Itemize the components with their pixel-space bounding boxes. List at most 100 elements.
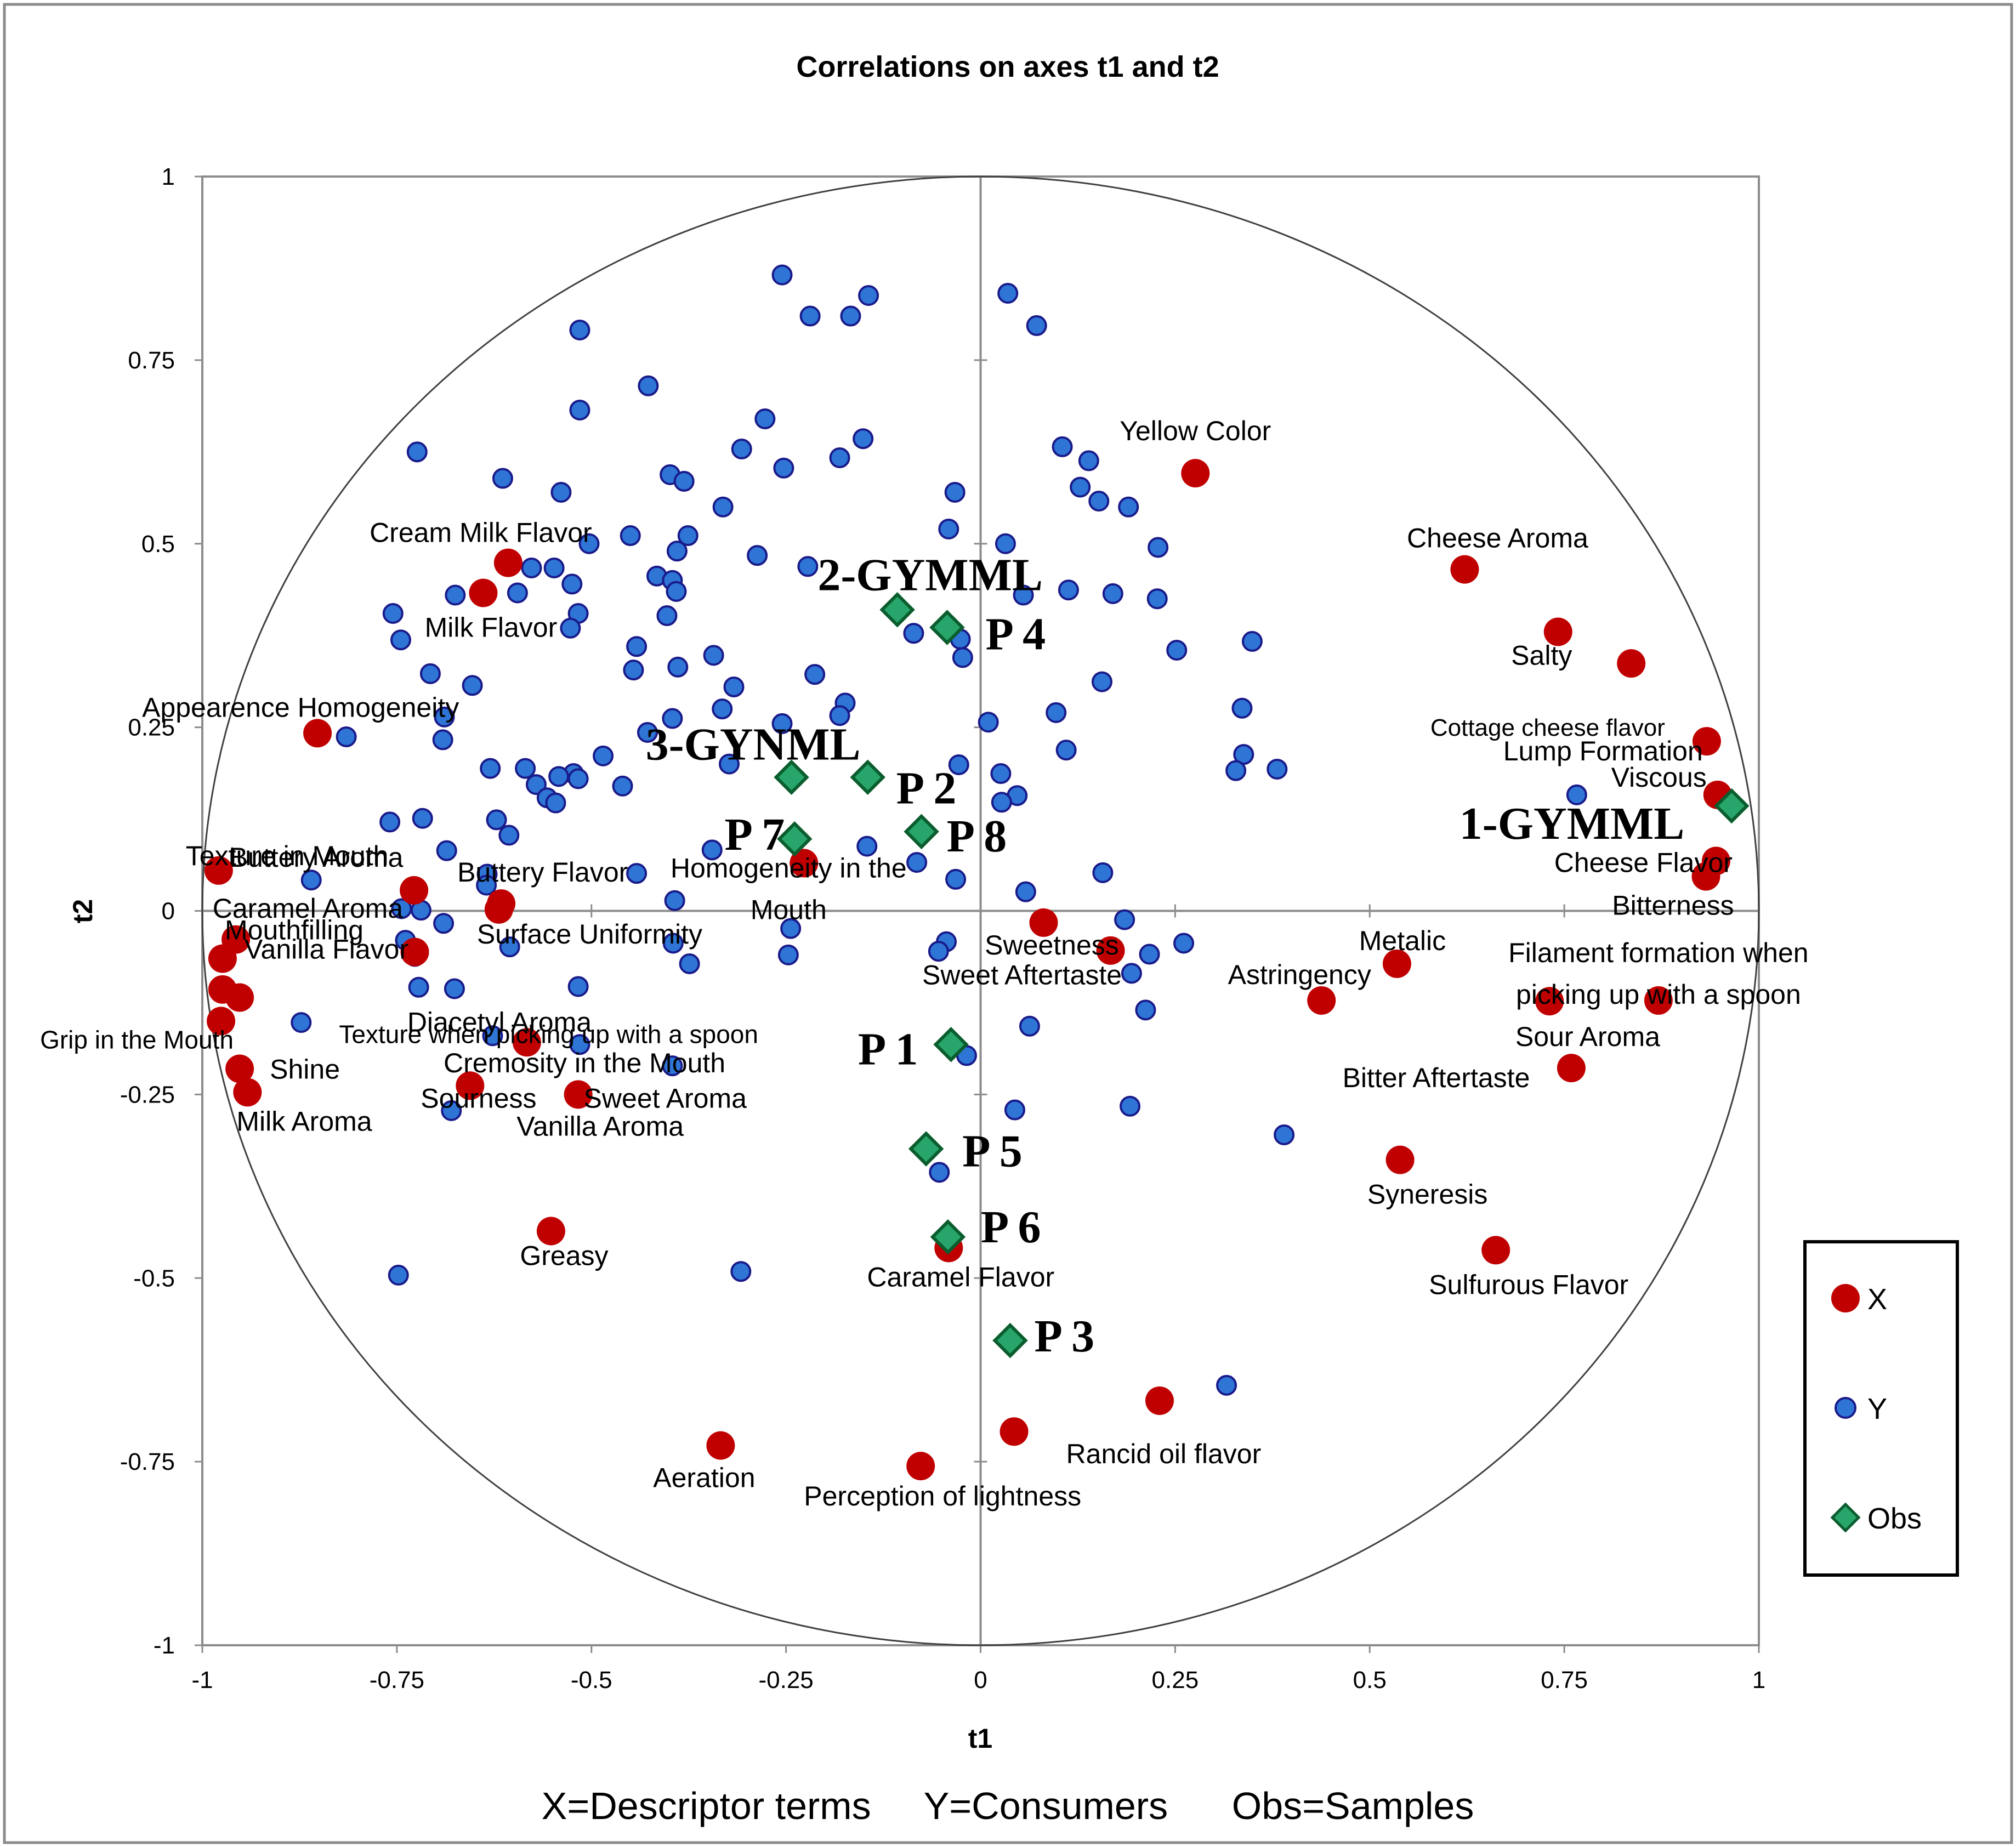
consumer-point bbox=[1019, 1015, 1040, 1037]
x-tick-label: 0.5 bbox=[1353, 1667, 1387, 1693]
sample-point bbox=[850, 759, 885, 795]
consumer-point bbox=[928, 941, 949, 962]
consumer-point bbox=[441, 1100, 462, 1121]
caption: X=Descriptor terms Y=Consumers Obs=Sampl… bbox=[542, 1785, 1474, 1827]
descriptor-point bbox=[469, 578, 498, 607]
descriptor-point bbox=[1029, 908, 1058, 937]
consumer-point bbox=[853, 428, 874, 450]
sample-label: P 2 bbox=[896, 763, 957, 814]
sample-label: P 1 bbox=[858, 1024, 918, 1075]
descriptor-label: Astringency bbox=[1228, 959, 1371, 990]
consumer-point bbox=[569, 1034, 590, 1055]
consumer-point bbox=[664, 890, 685, 911]
descriptor-point bbox=[1644, 986, 1673, 1015]
descriptor-point bbox=[225, 983, 254, 1012]
x-tick-label: -0.75 bbox=[370, 1667, 424, 1693]
consumer-point bbox=[492, 468, 513, 489]
consumer-point bbox=[390, 629, 411, 651]
consumer-point bbox=[679, 953, 700, 974]
consumer-point bbox=[593, 745, 614, 766]
consumer-point bbox=[569, 319, 590, 340]
descriptor-label: Sourness bbox=[421, 1083, 536, 1113]
consumer-point bbox=[433, 913, 455, 934]
consumer-point bbox=[771, 264, 793, 286]
descriptor-point bbox=[1535, 987, 1564, 1016]
consumer-point bbox=[515, 758, 536, 779]
descriptor-label: Sweetness bbox=[985, 930, 1119, 961]
consumer-point bbox=[436, 840, 457, 861]
y-tick-label: 0 bbox=[162, 898, 175, 925]
consumer-point bbox=[406, 441, 428, 463]
descriptor-label: Sour Aroma bbox=[1515, 1021, 1660, 1052]
consumer-point bbox=[432, 729, 453, 751]
legend-x-marker bbox=[1831, 1284, 1860, 1312]
consumer-point bbox=[667, 656, 689, 678]
consumer-point bbox=[548, 766, 570, 787]
descriptor-point bbox=[1691, 862, 1720, 891]
consumer-point bbox=[1120, 1095, 1141, 1117]
consumer-point bbox=[1004, 1099, 1025, 1121]
consumer-point bbox=[300, 869, 322, 891]
consumer-point bbox=[1231, 697, 1253, 719]
consumer-point bbox=[638, 375, 659, 396]
descriptor-point bbox=[1481, 1236, 1510, 1265]
consumer-point bbox=[903, 623, 924, 644]
descriptor-label: Yellow Color bbox=[1120, 416, 1271, 446]
consumer-point bbox=[906, 852, 928, 873]
descriptor-point bbox=[1692, 727, 1721, 756]
sample-points-layer bbox=[774, 592, 1750, 1359]
consumer-point bbox=[498, 825, 520, 846]
consumer-point bbox=[578, 533, 600, 554]
sample-label: P 7 bbox=[725, 809, 785, 860]
consumer-point bbox=[1121, 963, 1142, 984]
descriptor-label: Shine bbox=[270, 1054, 340, 1084]
x-tick-label: 1 bbox=[1752, 1667, 1765, 1693]
x-tick-label: 0.75 bbox=[1541, 1667, 1588, 1693]
x-tick-label: 0 bbox=[974, 1667, 987, 1693]
consumer-point bbox=[701, 839, 723, 861]
consumer-point bbox=[995, 533, 1016, 554]
consumer-point bbox=[391, 898, 412, 919]
consumer-point bbox=[829, 705, 850, 726]
consumer-point bbox=[799, 305, 821, 327]
sample-label: P 8 bbox=[947, 811, 1007, 862]
sample-label: P 3 bbox=[1034, 1311, 1094, 1362]
consumer-point bbox=[997, 282, 1019, 304]
x-tick-label: -0.25 bbox=[758, 1667, 813, 1693]
consumer-point bbox=[569, 399, 590, 420]
consumer-point bbox=[1092, 862, 1114, 883]
consumer-point bbox=[858, 285, 879, 306]
sample-point bbox=[879, 592, 915, 628]
descriptor-point bbox=[208, 944, 237, 973]
legend-obs-label: Obs bbox=[1867, 1502, 1922, 1535]
consumer-point bbox=[754, 408, 776, 430]
consumer-point bbox=[444, 978, 465, 999]
consumer-point bbox=[379, 811, 401, 833]
consumer-point bbox=[978, 712, 999, 733]
descriptor-point bbox=[456, 1071, 485, 1100]
descriptor-label: Viscous bbox=[1611, 762, 1707, 793]
consumer-point bbox=[291, 1012, 312, 1033]
y-tick-label: 0.5 bbox=[141, 531, 175, 558]
descriptor-label: Cheese Aroma bbox=[1407, 523, 1588, 554]
consumer-point bbox=[521, 557, 542, 578]
consumer-point bbox=[1135, 999, 1156, 1021]
consumer-point bbox=[1013, 584, 1034, 606]
y-tick-label: -0.75 bbox=[120, 1448, 175, 1475]
consumer-point bbox=[382, 603, 404, 624]
descriptor-label: Cheese Flavor bbox=[1554, 847, 1733, 878]
consumer-point bbox=[1058, 579, 1079, 601]
consumer-point bbox=[1225, 760, 1247, 781]
descriptor-label: Lump Formation bbox=[1503, 736, 1703, 766]
consumer-point bbox=[773, 457, 794, 479]
descriptor-label: Cream Milk Flavor bbox=[370, 518, 592, 548]
consumer-point bbox=[673, 470, 695, 492]
consumer-point bbox=[747, 545, 768, 566]
descriptor-label: Perception of lightness bbox=[804, 1481, 1081, 1511]
consumer-point bbox=[1070, 476, 1091, 498]
consumer-point bbox=[719, 753, 740, 775]
descriptor-point bbox=[564, 1080, 593, 1109]
descriptor-point bbox=[1145, 1386, 1174, 1415]
consumer-point bbox=[336, 726, 357, 748]
descriptor-point bbox=[512, 1028, 541, 1057]
